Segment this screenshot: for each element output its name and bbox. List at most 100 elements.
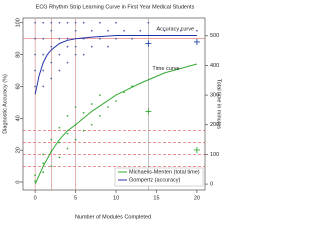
- y2-tick-label: 300: [210, 93, 219, 99]
- data-point: [163, 29, 166, 32]
- x-tick-label: 0: [34, 195, 37, 201]
- data-point: [34, 53, 37, 56]
- legend-label: Michaelis-Menten (total time): [129, 169, 200, 175]
- data-point: [66, 37, 69, 40]
- data-point: [66, 21, 69, 24]
- data-point: [58, 141, 61, 144]
- data-point: [98, 21, 101, 24]
- data-point: [42, 21, 45, 24]
- data-point: [98, 94, 101, 97]
- plot-frame: [22, 17, 206, 191]
- data-point: [50, 45, 53, 48]
- data-point: [50, 138, 53, 141]
- annotation: Time curve: [152, 66, 179, 72]
- data-point: [82, 129, 85, 132]
- data-point: [90, 45, 93, 48]
- y2-tick-label: 0: [210, 182, 213, 188]
- y2-axis-label: Total time in minutes: [216, 79, 222, 129]
- data-point: [50, 165, 53, 168]
- data-point: [74, 21, 77, 24]
- data-point: [66, 61, 69, 64]
- fit-curve: [34, 35, 197, 95]
- data-point: [74, 45, 77, 48]
- y2-tick-label: 200: [210, 122, 219, 128]
- data-point: [34, 37, 37, 40]
- fit-curve: [34, 63, 198, 185]
- y-tick-label: 100: [15, 18, 21, 27]
- data-point: [66, 147, 69, 150]
- data-point: [58, 21, 61, 24]
- data-point: [74, 29, 77, 32]
- data-point: [42, 37, 45, 40]
- data-point: [98, 114, 101, 117]
- data-point: [34, 174, 37, 177]
- data-point: [42, 53, 45, 56]
- data-point: [90, 103, 93, 105]
- y2-tick-label: 500: [210, 33, 219, 39]
- data-point: [123, 29, 126, 32]
- x-axis-label: Number of Modules Completed: [75, 214, 151, 220]
- data-point: [115, 21, 117, 24]
- data-point: [139, 29, 142, 32]
- legend-label: Gompertz (accuracy): [129, 177, 181, 183]
- data-point: [82, 111, 85, 114]
- data-point: [147, 21, 150, 24]
- data-point: [50, 21, 53, 24]
- data-point: [50, 77, 53, 80]
- data-point: [66, 132, 69, 135]
- data-point: [34, 69, 37, 72]
- data-point: [50, 61, 53, 64]
- data-point: [34, 85, 37, 88]
- data-point: [74, 106, 77, 108]
- y-tick-label: 80: [15, 52, 21, 58]
- data-point: [42, 153, 45, 156]
- x-tick-label: 5: [74, 195, 77, 201]
- data-point: [115, 37, 117, 40]
- data-point: [82, 21, 85, 24]
- data-point: [82, 53, 85, 56]
- x-tick-label: 10: [113, 195, 119, 201]
- data-point: [58, 53, 61, 56]
- x-tick-label: 15: [153, 195, 159, 201]
- mean-marker: [145, 40, 152, 47]
- y-axis-label: Diagnostic Accuracy (%): [2, 74, 8, 134]
- data-point: [66, 114, 69, 117]
- data-point: [98, 37, 101, 40]
- data-point: [50, 29, 53, 32]
- data-point: [58, 69, 61, 72]
- data-point: [34, 180, 37, 183]
- chart: ECG Rhythm Strip Learning Curve in First…: [2, 4, 222, 220]
- data-point: [115, 100, 117, 102]
- data-point: [42, 85, 45, 88]
- legend-box: [114, 167, 204, 187]
- data-point: [66, 45, 69, 48]
- data-point: [34, 21, 37, 24]
- data-point: [74, 138, 77, 141]
- data-point: [107, 45, 109, 48]
- data-point: [42, 162, 45, 165]
- data-point: [90, 123, 93, 126]
- x-tick-label: 20: [194, 195, 200, 201]
- mean-marker: [145, 108, 152, 115]
- mean-marker: [193, 146, 200, 153]
- y-tick-label: 0: [15, 181, 21, 184]
- data-point: [58, 156, 61, 159]
- data-point: [90, 29, 93, 32]
- y-tick-label: 60: [15, 83, 21, 89]
- data-point: [131, 37, 134, 40]
- y-tick-label: 40: [15, 115, 21, 121]
- data-point: [107, 29, 109, 32]
- annotation: Accuracy curve: [156, 27, 194, 33]
- data-point: [42, 171, 45, 174]
- chart-title: ECG Rhythm Strip Learning Curve in First…: [36, 4, 195, 10]
- y-tick-label: 20: [15, 147, 21, 153]
- data-point: [58, 126, 61, 129]
- data-point: [196, 29, 198, 32]
- data-point: [74, 53, 77, 56]
- y2-tick-label: 400: [210, 63, 219, 69]
- data-point: [42, 69, 45, 72]
- data-point: [107, 106, 109, 108]
- data-point: [179, 29, 182, 32]
- data-point: [58, 37, 61, 40]
- mean-marker: [193, 38, 200, 45]
